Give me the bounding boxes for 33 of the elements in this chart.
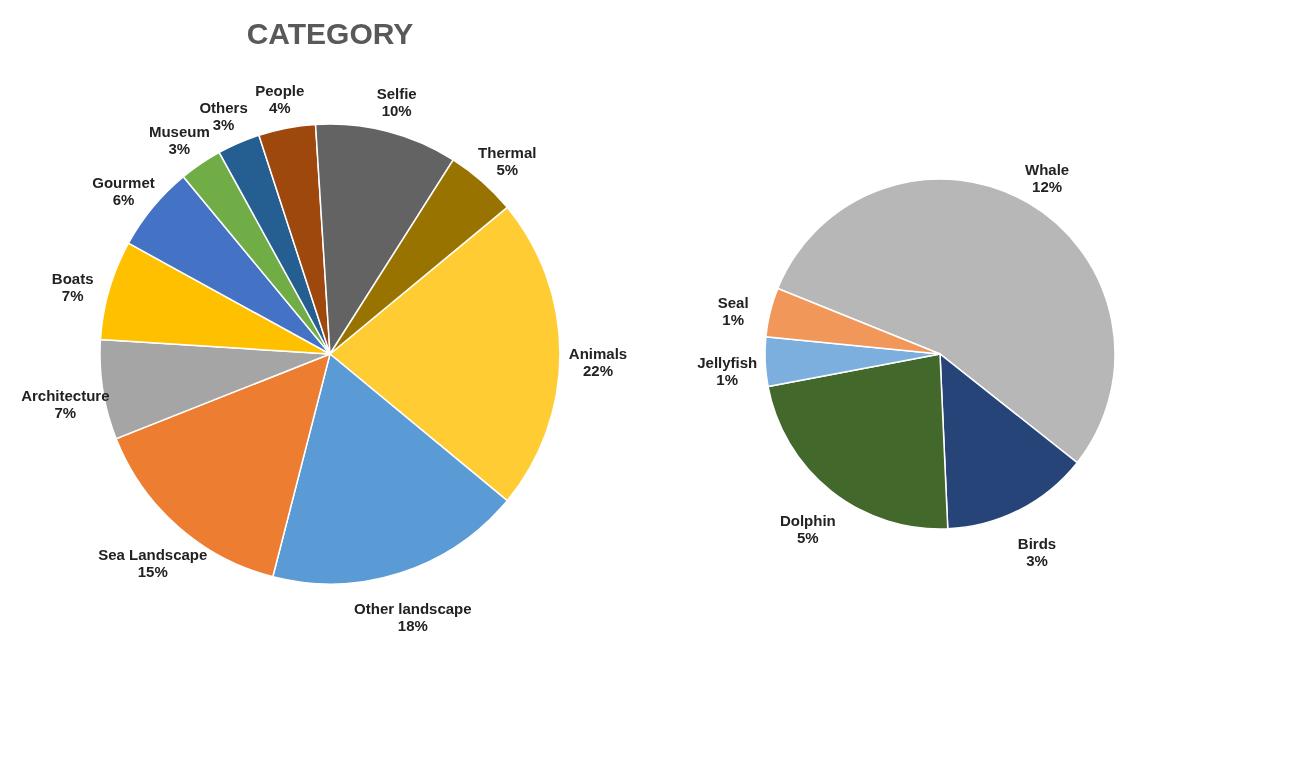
- slice-label: Other landscape: [354, 599, 472, 617]
- data-label: 22%: [582, 362, 614, 379]
- data-label: 3%: [212, 116, 235, 134]
- slice-label: Museum: [148, 123, 210, 141]
- data-label: 7%: [54, 403, 77, 421]
- data-label: 4%: [268, 98, 291, 116]
- data-label: 7%: [61, 287, 84, 305]
- slice-label: Gourmet: [92, 174, 155, 192]
- slice-label: Whale: [1024, 160, 1070, 178]
- data-label: 5%: [496, 160, 519, 178]
- data-label: 10%: [381, 102, 412, 120]
- slice-label: Boats: [51, 270, 94, 288]
- slice-label: Architecture: [21, 386, 110, 404]
- data-label: 18%: [397, 616, 428, 634]
- slice-label: Dolphin: [779, 512, 836, 530]
- slice-label: Selfie: [376, 85, 417, 103]
- slice-label: Thermal: [478, 143, 537, 161]
- data-label: 3%: [1026, 551, 1048, 569]
- data-label: 1%: [722, 311, 745, 329]
- data-label: 5%: [796, 529, 819, 547]
- slice-label: Animals: [568, 345, 628, 362]
- data-label: 1%: [716, 371, 739, 389]
- chart-title: CATEGORY: [246, 17, 414, 50]
- slice-label: Sea Landscape: [98, 546, 208, 564]
- slice-label: Jellyfish: [697, 354, 758, 372]
- slice-label: Birds: [1017, 534, 1057, 552]
- data-label: 3%: [168, 140, 191, 158]
- slice-label: Seal: [717, 294, 749, 312]
- slice-label: People: [255, 81, 305, 99]
- slice-label: Others: [199, 99, 248, 117]
- data-label: 12%: [1032, 177, 1063, 195]
- data-label: 15%: [137, 563, 168, 581]
- data-label: 6%: [112, 191, 135, 209]
